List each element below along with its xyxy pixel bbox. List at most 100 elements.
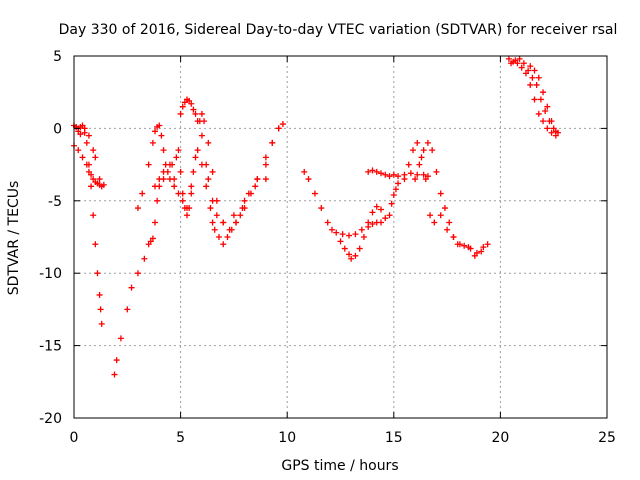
data-points: [71, 55, 561, 378]
data-point: [152, 219, 159, 226]
data-point: [213, 212, 220, 219]
data-point: [373, 168, 380, 175]
data-point: [279, 121, 286, 128]
data-point: [239, 205, 246, 212]
data-point: [188, 190, 195, 197]
data-point: [525, 67, 532, 74]
data-point: [215, 234, 222, 240]
data-point: [505, 55, 512, 62]
data-point: [96, 176, 103, 183]
y-tick-label: -5: [48, 194, 62, 210]
data-point: [520, 60, 527, 67]
data-point: [209, 168, 216, 175]
data-point: [418, 154, 425, 161]
data-point: [450, 234, 457, 240]
data-point: [201, 118, 208, 125]
data-point: [90, 147, 97, 154]
data-point: [422, 176, 429, 183]
data-point: [252, 183, 259, 190]
data-point: [203, 161, 210, 168]
data-point: [92, 241, 99, 248]
series-arc-10: [401, 139, 491, 259]
data-point: [369, 220, 376, 227]
data-point: [141, 255, 148, 262]
data-point: [171, 183, 178, 190]
y-tick-label: -10: [39, 266, 62, 282]
data-point: [156, 122, 163, 129]
data-point: [337, 238, 344, 245]
data-point: [75, 147, 82, 154]
data-point: [386, 173, 393, 180]
y-tick-label: -20: [39, 411, 62, 427]
data-point: [152, 183, 159, 190]
data-point: [416, 161, 423, 168]
data-point: [173, 154, 180, 161]
data-point: [198, 132, 205, 139]
x-tick-label: 25: [598, 430, 616, 446]
data-point: [437, 212, 444, 219]
data-point: [365, 219, 372, 226]
data-point: [540, 118, 547, 125]
data-point: [407, 170, 414, 177]
data-point: [85, 161, 92, 168]
data-point: [79, 154, 86, 161]
series-arc-8: [337, 203, 389, 262]
data-point: [183, 205, 190, 212]
data-point: [388, 200, 395, 207]
data-point: [192, 154, 199, 161]
data-point: [512, 57, 519, 64]
data-point: [134, 270, 141, 277]
data-point: [429, 147, 436, 154]
data-point: [467, 245, 474, 252]
series-arc-3: [73, 123, 105, 190]
data-point: [427, 212, 434, 219]
data-point: [149, 139, 156, 146]
data-point: [152, 128, 159, 135]
data-point: [97, 306, 104, 313]
data-point: [420, 171, 427, 178]
data-point: [420, 147, 427, 154]
data-point: [179, 197, 186, 204]
y-tick-label: -15: [39, 339, 62, 355]
data-point: [211, 226, 218, 233]
x-tick-label: 10: [278, 430, 296, 446]
data-point: [358, 226, 365, 233]
data-point: [77, 131, 84, 138]
data-point: [269, 139, 276, 146]
data-point: [124, 306, 131, 313]
data-point: [179, 103, 186, 110]
data-point: [158, 132, 165, 139]
data-point: [254, 176, 261, 183]
data-point: [548, 118, 555, 125]
data-point: [444, 226, 451, 233]
series-arc-12: [386, 180, 402, 219]
data-point: [473, 249, 480, 256]
data-point: [548, 129, 555, 136]
series-arc-6: [152, 110, 282, 233]
x-axis-label: GPS time / hours: [281, 458, 398, 474]
data-point: [220, 219, 227, 226]
data-point: [205, 139, 212, 146]
y-tick-labels: 5 0 -5 -10 -15 -20: [39, 49, 62, 427]
data-point: [205, 176, 212, 183]
data-point: [237, 212, 244, 219]
y-axis-label: SDTVAR / TECUs: [6, 181, 22, 296]
data-point: [508, 60, 515, 67]
x-tick-labels: 0 5 10 15 20 25: [70, 430, 616, 446]
series-arc-15: [527, 63, 559, 135]
x-tick-label: 20: [491, 430, 509, 446]
data-point: [527, 81, 534, 88]
data-point: [386, 212, 393, 219]
data-point: [183, 212, 190, 219]
data-point: [390, 192, 397, 199]
data-point: [392, 186, 399, 193]
data-point: [192, 110, 199, 117]
data-point: [160, 168, 167, 175]
data-point: [537, 96, 544, 103]
data-point: [85, 132, 92, 139]
data-point: [382, 215, 389, 222]
data-point: [454, 241, 461, 248]
data-point: [230, 212, 237, 219]
data-point: [188, 183, 195, 190]
data-point: [324, 219, 331, 226]
